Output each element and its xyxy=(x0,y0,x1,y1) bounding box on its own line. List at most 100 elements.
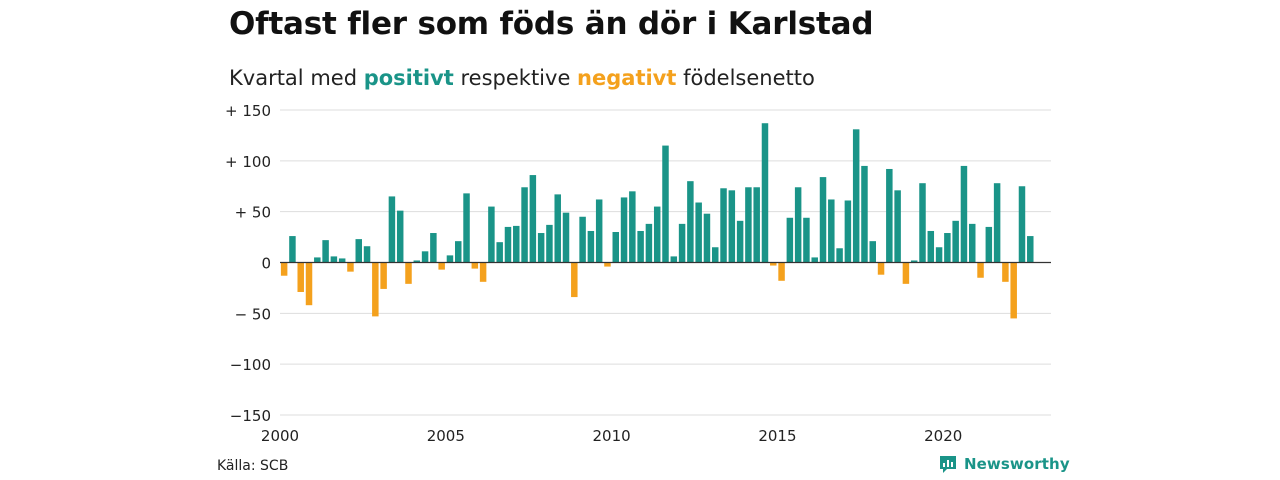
bar xyxy=(836,248,843,263)
bar xyxy=(488,206,495,263)
y-tick-label: −100 xyxy=(230,356,271,374)
bar xyxy=(396,210,404,263)
bar xyxy=(322,240,329,263)
bar xyxy=(761,123,769,263)
bar xyxy=(712,247,719,263)
bar xyxy=(546,224,553,263)
bar xyxy=(430,233,437,263)
bar xyxy=(629,191,636,263)
bar xyxy=(960,165,968,263)
bar xyxy=(1027,236,1034,263)
bar xyxy=(330,256,338,263)
bar xyxy=(844,200,852,263)
bar xyxy=(703,213,711,263)
bar xyxy=(513,225,520,263)
bar xyxy=(886,168,893,263)
bar xyxy=(405,262,412,284)
bar xyxy=(803,217,810,263)
bar xyxy=(612,232,619,263)
bar xyxy=(794,187,802,263)
bar xyxy=(728,190,736,263)
bar xyxy=(687,181,694,263)
bar xyxy=(496,242,503,263)
x-tick-label: 2000 xyxy=(261,427,299,445)
source-note: Källa: SCB xyxy=(217,458,289,474)
bar xyxy=(388,196,396,263)
bar xyxy=(919,183,926,263)
bar xyxy=(421,251,429,263)
bar xyxy=(720,188,727,263)
bar xyxy=(977,262,984,278)
bar xyxy=(695,202,702,263)
chart-title: Oftast fler som föds än dör i Karlstad xyxy=(229,6,874,42)
bar xyxy=(529,175,537,263)
bar xyxy=(985,226,993,263)
bar xyxy=(869,241,876,263)
bar xyxy=(952,220,959,263)
bar xyxy=(910,260,918,263)
bar xyxy=(338,258,346,263)
bar xyxy=(894,190,901,263)
bar xyxy=(653,206,661,263)
subtitle-positive-label: positivt xyxy=(363,66,454,90)
bar xyxy=(521,187,528,263)
brand-name: Newsworthy xyxy=(964,455,1070,473)
x-tick-label: 2020 xyxy=(924,427,962,445)
subtitle-text-end: födelsenetto xyxy=(676,66,815,90)
bar xyxy=(745,187,752,263)
y-tick-label: 0 xyxy=(261,255,271,273)
bar xyxy=(504,226,512,263)
bar xyxy=(479,262,487,282)
bar xyxy=(587,230,595,263)
bar xyxy=(753,187,760,263)
bar xyxy=(811,257,818,263)
bar xyxy=(770,262,777,266)
bar xyxy=(413,260,421,263)
bar xyxy=(471,262,479,269)
bar xyxy=(579,216,586,263)
bar xyxy=(537,233,545,263)
y-tick-label: −150 xyxy=(230,407,271,425)
bar xyxy=(852,129,860,263)
bar xyxy=(736,220,744,263)
bar xyxy=(347,262,354,272)
bar xyxy=(819,177,827,263)
bar xyxy=(438,262,445,270)
bar xyxy=(902,262,910,284)
bar xyxy=(554,194,561,263)
y-tick-label: − 50 xyxy=(235,305,271,323)
bar xyxy=(927,230,935,263)
bar xyxy=(314,257,321,263)
y-tick-label: + 100 xyxy=(225,153,271,171)
bar xyxy=(446,255,454,263)
subtitle-negative-label: negativt xyxy=(577,66,677,90)
y-tick-label: + 50 xyxy=(235,204,271,222)
bar xyxy=(1010,262,1017,319)
bar xyxy=(571,262,578,298)
bar xyxy=(935,247,943,263)
bar xyxy=(463,193,470,263)
bar xyxy=(993,183,1001,263)
bar xyxy=(1002,262,1009,282)
bar xyxy=(305,262,313,306)
chart-subtitle: Kvartal med positivt respektive negativt… xyxy=(229,66,815,90)
bar xyxy=(637,230,644,263)
bar xyxy=(828,199,835,263)
subtitle-text-start: Kvartal med xyxy=(229,66,364,90)
bar xyxy=(778,262,785,281)
bar xyxy=(562,212,570,263)
bar xyxy=(877,262,885,275)
bar xyxy=(1018,186,1026,263)
x-tick-label: 2005 xyxy=(427,427,465,445)
y-tick-label: + 150 xyxy=(225,102,271,120)
subtitle-text-middle: respektive xyxy=(453,66,578,90)
bar xyxy=(969,223,976,263)
bar xyxy=(355,239,362,263)
bar xyxy=(380,262,387,289)
bar xyxy=(786,217,794,263)
bar xyxy=(372,262,379,317)
bar xyxy=(645,223,653,263)
bar xyxy=(944,233,951,263)
x-tick-label: 2010 xyxy=(593,427,631,445)
